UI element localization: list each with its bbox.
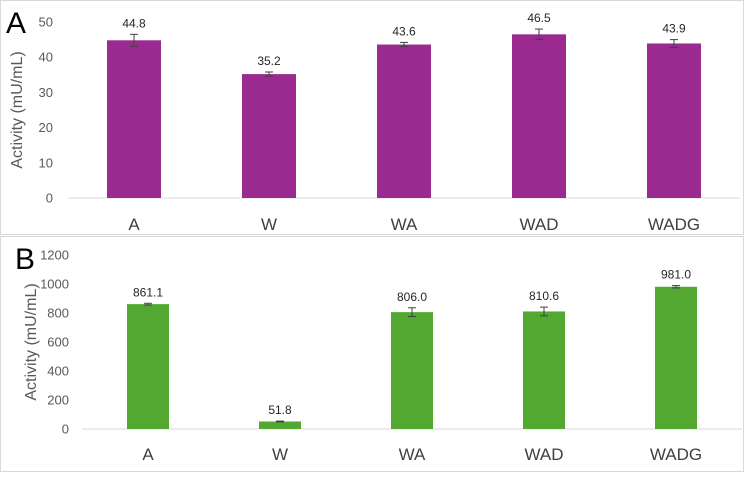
data-label: 46.5: [527, 11, 551, 25]
panel-b-border: [0, 236, 744, 472]
bar: [377, 44, 431, 198]
bar: [647, 43, 701, 198]
x-tick-label: A: [128, 215, 140, 234]
y-tick-label: 50: [39, 15, 53, 30]
y-tick-label: 0: [46, 191, 53, 206]
y-tick-label: 20: [39, 120, 53, 135]
bar: [259, 421, 301, 429]
bar: [391, 312, 433, 429]
y-axis-label: Activity (mU/mL): [23, 283, 40, 400]
data-label: 35.2: [257, 54, 281, 68]
y-tick-label: 10: [39, 155, 53, 170]
x-tick-label: WAD: [524, 445, 563, 464]
y-tick-label: 400: [47, 364, 69, 379]
y-tick-label: 800: [47, 306, 69, 321]
bar: [655, 286, 697, 429]
data-label: 43.6: [392, 24, 416, 38]
data-label: 861.1: [133, 285, 163, 299]
bar: [523, 311, 565, 429]
x-tick-label: WAD: [519, 215, 558, 234]
data-label: 44.8: [122, 16, 146, 30]
x-tick-label: W: [261, 215, 277, 234]
data-label: 981.0: [661, 268, 691, 282]
y-tick-label: 30: [39, 85, 53, 100]
x-tick-label: WA: [399, 445, 426, 464]
y-axis-label: Activity (mU/mL): [9, 51, 26, 168]
y-tick-label: 200: [47, 393, 69, 408]
panel-a-letter: A: [6, 7, 26, 40]
x-tick-label: A: [142, 445, 154, 464]
bar: [107, 40, 161, 198]
data-label: 43.9: [662, 22, 686, 36]
bar: [512, 34, 566, 198]
y-tick-label: 1000: [40, 277, 69, 292]
bar: [242, 74, 296, 198]
panel-b-chart: 0 200 400 600 800 1000 1200 Activity (mU/mL) 861…: [23, 248, 742, 464]
data-label: 806.0: [397, 290, 427, 304]
x-tick-label: WADG: [648, 215, 700, 234]
y-tick-label: 0: [62, 422, 69, 437]
data-label: 51.8: [268, 403, 292, 417]
x-tick-label: W: [272, 445, 288, 464]
x-tick-label: WA: [391, 215, 418, 234]
y-tick-label: 600: [47, 335, 69, 350]
x-tick-label: WADG: [650, 445, 702, 464]
bar: [127, 304, 169, 429]
data-label: 810.6: [529, 289, 559, 303]
y-tick-label: 1200: [40, 248, 69, 263]
panel-b-letter: B: [15, 243, 35, 276]
y-tick-label: 40: [39, 50, 53, 65]
panel-a-chart: 0 10 20 30 40 50 Activity (mU/mL) 44.8 A 35.2 W 43.…: [9, 11, 740, 234]
